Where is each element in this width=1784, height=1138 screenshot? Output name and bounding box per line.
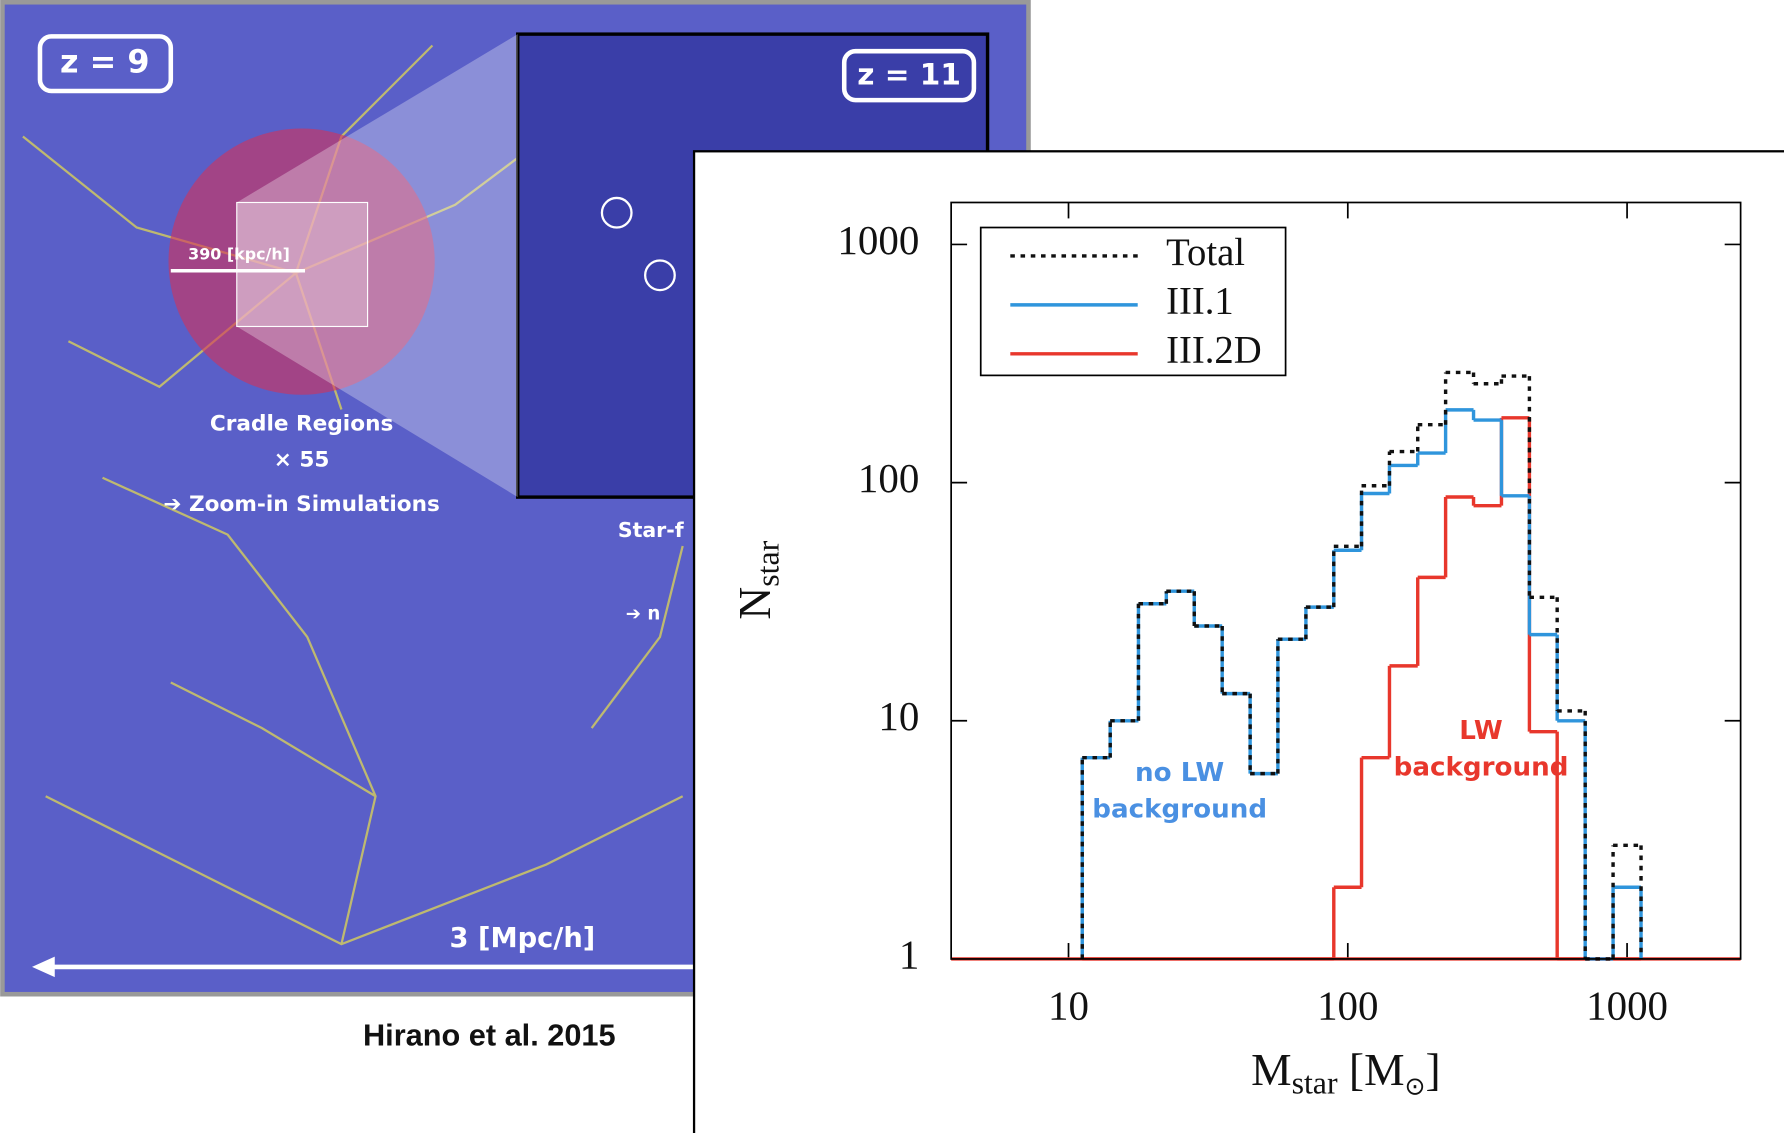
- label-box: [37, 34, 174, 94]
- y-tick-label: 100: [858, 456, 919, 501]
- redshift-label: z = 11: [857, 58, 961, 92]
- label-part: [M: [1349, 1044, 1405, 1095]
- x-tick-label: 1000: [1586, 984, 1668, 1029]
- scale-label: 390 [kpc/h]: [188, 244, 290, 263]
- label-part: star: [1292, 1066, 1338, 1101]
- cradle-region: [168, 128, 435, 395]
- label-part: ]: [1426, 1044, 1441, 1095]
- plot: 1 10 100 1000 10 100 1000 Total III.1 III.2D Nstar…: [729, 201, 1742, 1101]
- x-tick-label: 10: [1048, 984, 1089, 1029]
- y-tick-label: 10: [878, 694, 919, 739]
- annotation: no LW: [1135, 758, 1224, 788]
- caption: Star-f: [618, 518, 685, 542]
- caption: ➔ n: [626, 603, 661, 624]
- scale-label: 3 [Mpc/h]: [449, 923, 595, 954]
- annotation: background: [1092, 795, 1267, 825]
- x-axis-label: Mstar [M⊙]: [1251, 1044, 1441, 1100]
- label-part: M: [1251, 1044, 1291, 1095]
- zoom-cone: [236, 34, 518, 498]
- label-part: N: [729, 587, 780, 620]
- legend-label: III.1: [1166, 281, 1234, 323]
- legend-label: Total: [1166, 232, 1245, 274]
- x-tick-label: 100: [1317, 984, 1378, 1029]
- caption: ➔ Zoom-in Simulations: [163, 492, 439, 517]
- y-tick-label: 1000: [837, 218, 919, 263]
- plot-frame: [950, 201, 1742, 960]
- marker: [644, 259, 676, 292]
- marker: [600, 196, 633, 229]
- credit: Hirano et al. 2015: [363, 1018, 616, 1053]
- caption: Cradle Regions: [210, 411, 393, 436]
- annotation: background: [1394, 753, 1569, 783]
- redshift-label: z = 9: [60, 43, 150, 81]
- legend-box: [979, 226, 1287, 377]
- zoom-box: [236, 201, 369, 328]
- arrow-head: [32, 956, 55, 978]
- legend-label: III.2D: [1166, 330, 1262, 372]
- label-part: star: [751, 540, 786, 586]
- y-tick-label: 1: [899, 932, 919, 977]
- annotation: LW: [1459, 716, 1503, 746]
- label-box: [841, 48, 977, 103]
- y-axis-label: Nstar: [729, 540, 785, 619]
- label-part: ⊙: [1405, 1073, 1426, 1100]
- caption: × 55: [274, 448, 330, 473]
